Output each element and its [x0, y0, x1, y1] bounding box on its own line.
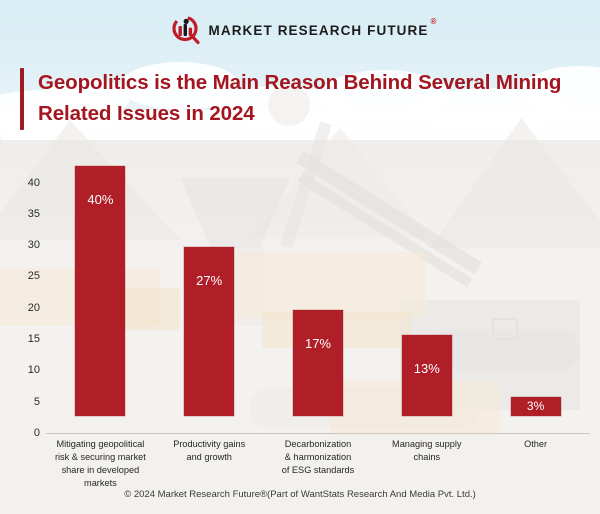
market-research-future-logo-icon: [171, 15, 202, 45]
x-axis-category-line: of ESG standards: [281, 465, 355, 476]
bar[interactable]: 13%: [401, 334, 452, 416]
brand-logo: MARKET RESEARCH FUTURE ®: [0, 12, 600, 48]
bar-value-label: 17%: [304, 335, 331, 351]
x-axis-category-line: Mitigating geopolitical: [56, 439, 145, 449]
bar-slot: 27%: [155, 150, 264, 433]
x-axis-category-line: Productivity gains: [173, 439, 246, 449]
bar[interactable]: 40%: [75, 165, 126, 416]
x-axis-category-line: risk & securing market: [54, 452, 146, 463]
dump-truck-body-shape: [236, 252, 426, 318]
y-axis-tick-label: 15: [27, 333, 40, 346]
bar[interactable]: 17%: [292, 309, 343, 416]
x-axis-category-line: Managing supply: [392, 439, 462, 449]
bar-chart: 0 5 10 15 20 25 30 35 40 40% 27% 17% 13% 3%: [0, 150, 600, 450]
brand-name-text: MARKET RESEARCH FUTURE: [208, 22, 429, 38]
page-title: Geopolitics is the Main Reason Behind Se…: [38, 71, 562, 125]
dump-truck-cab-shape: [120, 288, 180, 330]
x-axis-category-label: Productivity gains and growth: [155, 438, 264, 464]
brand-name: MARKET RESEARCH FUTURE ®: [208, 17, 437, 38]
y-axis-tick-label: 0: [33, 427, 40, 439]
y-axis-tick-label: 30: [27, 239, 40, 252]
x-axis-category-label: Managing supply chains: [372, 438, 481, 464]
x-axis-category-label: Mitigating geopolitical risk & securing m…: [46, 438, 155, 490]
bar-value-label: 3%: [526, 399, 545, 414]
bar[interactable]: 3%: [510, 397, 561, 416]
excavator-track-shape: [430, 330, 580, 370]
x-axis-category-label: Decarbonization & harmonization of ESG sta…: [264, 438, 373, 477]
bar-series: 40% 27% 17% 13% 3%: [46, 150, 590, 433]
title-accent-bar: [20, 68, 24, 130]
x-axis-category-line: Other: [524, 439, 548, 449]
x-axis-line: [46, 433, 590, 434]
y-axis-tick-label: 10: [27, 364, 40, 377]
bar-slot: 17%: [264, 150, 373, 433]
x-axis-category-line: chains: [413, 452, 441, 463]
copyright-footer: © 2024 Market Research Future®(Part of W…: [124, 489, 476, 500]
y-axis-tick-label: 35: [27, 207, 40, 220]
bar-slot: 40%: [46, 150, 155, 433]
bar[interactable]: 27%: [184, 246, 235, 416]
x-axis-category-line: Decarbonization: [284, 439, 352, 449]
y-axis-tick-label: 20: [27, 301, 40, 314]
bar-value-label: 13%: [413, 360, 440, 376]
y-axis-tick-label: 5: [33, 395, 40, 408]
bar-value-label: 40%: [87, 191, 114, 207]
x-axis-category-line: & harmonization: [284, 452, 352, 463]
title-block: Geopolitics is the Main Reason Behind Se…: [20, 68, 580, 130]
bar-slot: 3%: [481, 150, 590, 433]
pulley-wheel-shape: [268, 84, 310, 126]
x-axis-category-label: Other: [481, 438, 590, 451]
y-axis-tick-label: 40: [27, 176, 40, 189]
registered-mark: ®: [430, 16, 438, 26]
bar-slot: 13%: [372, 150, 481, 433]
x-axis-labels: Mitigating geopolitical risk & securing m…: [46, 438, 590, 488]
x-axis-category-line: share in developed markets: [61, 465, 140, 489]
x-axis-category-line: and growth: [186, 452, 232, 463]
y-axis-tick-label: 25: [27, 270, 40, 283]
bar-value-label: 27%: [196, 272, 223, 288]
